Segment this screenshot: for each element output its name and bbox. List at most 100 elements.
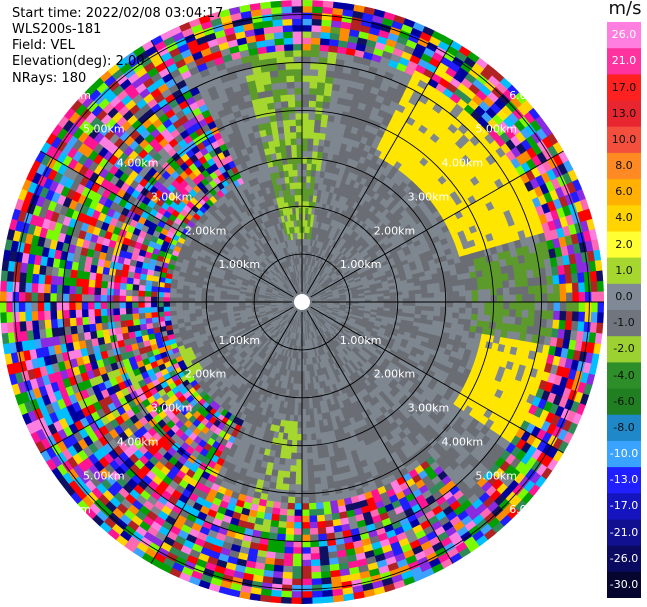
range-gate <box>396 35 409 46</box>
range-gate <box>376 220 385 228</box>
range-gate <box>290 452 297 460</box>
range-gate <box>383 292 391 297</box>
range-gate <box>323 273 329 280</box>
range-gate <box>294 484 302 492</box>
range-gate <box>383 295 391 300</box>
range-gate <box>312 5 324 14</box>
range-gate <box>312 0 324 8</box>
range-gate <box>342 203 350 212</box>
range-gate <box>559 292 567 303</box>
range-gate <box>353 55 364 65</box>
range-gate <box>558 195 569 208</box>
range-gate <box>293 515 302 523</box>
range-gate <box>528 107 541 121</box>
range-gate <box>352 305 360 309</box>
range-gate <box>305 276 309 284</box>
range-gate <box>304 213 309 221</box>
range-gate <box>317 183 324 191</box>
range-gate <box>523 412 535 424</box>
range-gate <box>306 283 310 291</box>
range-gate <box>461 354 471 363</box>
range-gate <box>333 199 340 208</box>
range-gate <box>328 245 334 253</box>
range-gate <box>348 245 355 253</box>
range-gate <box>349 106 359 115</box>
range-gate <box>306 270 309 278</box>
range-gate <box>374 279 382 284</box>
range-gate <box>359 325 367 331</box>
range-gate <box>482 275 491 284</box>
range-gate <box>512 331 521 341</box>
range-gate <box>537 259 546 270</box>
range-gate <box>487 268 496 277</box>
range-gate <box>569 330 578 342</box>
range-gate <box>295 471 302 479</box>
range-gate <box>467 239 477 248</box>
range-gate <box>540 241 549 252</box>
range-gate <box>356 313 365 318</box>
range-gate <box>305 421 311 429</box>
range-gate <box>558 150 570 164</box>
range-gate <box>312 280 318 287</box>
range-gate <box>282 559 293 567</box>
range-gate <box>531 143 543 156</box>
range-gate <box>309 286 314 293</box>
range-gate <box>474 332 483 341</box>
range-gate <box>310 245 314 253</box>
range-gate <box>477 314 485 322</box>
range-gate <box>591 353 600 366</box>
range-gate <box>311 290 318 295</box>
range-gate <box>301 585 313 592</box>
range-gate <box>307 245 311 253</box>
range-gate <box>555 337 565 349</box>
range-gate <box>302 81 311 89</box>
range-gate <box>322 272 328 279</box>
range-gate <box>458 313 466 320</box>
range-gate <box>362 171 371 180</box>
range-gate <box>302 156 308 164</box>
range-gate <box>378 343 386 350</box>
range-gate <box>305 207 309 215</box>
range-gate <box>379 340 388 347</box>
range-gate <box>357 182 365 192</box>
range-gate <box>369 222 377 230</box>
range-gate <box>471 251 480 260</box>
range-gate <box>349 178 357 188</box>
range-gate <box>337 260 344 268</box>
range-gate <box>335 317 343 322</box>
range-gate <box>424 83 437 95</box>
range-gate <box>302 56 312 64</box>
range-gate <box>361 334 370 341</box>
range-gate <box>546 319 554 329</box>
range-gate <box>306 169 312 177</box>
range-gate <box>306 226 311 234</box>
range-gate <box>546 423 557 436</box>
range-gate <box>304 257 307 265</box>
range-gate <box>492 70 506 83</box>
range-gate <box>329 271 336 277</box>
range-gate <box>369 241 377 248</box>
range-gate <box>496 295 504 303</box>
range-gate <box>286 515 295 523</box>
range-gate <box>317 240 322 249</box>
range-gate <box>312 195 318 203</box>
range-gate <box>339 245 346 253</box>
range-gate <box>352 296 360 299</box>
range-gate <box>332 294 340 297</box>
range-gate <box>450 323 459 330</box>
range-gate <box>382 283 390 288</box>
range-gate <box>329 284 337 289</box>
range-gate <box>452 312 460 319</box>
range-gate <box>360 275 368 281</box>
range-gate <box>407 286 416 292</box>
range-gate <box>328 269 335 276</box>
range-gate <box>327 303 334 306</box>
range-gate <box>302 213 306 221</box>
range-gate <box>488 75 501 88</box>
range-gate <box>337 286 345 291</box>
range-gate <box>309 68 319 77</box>
range-gate <box>503 294 511 303</box>
range-gate <box>356 255 364 262</box>
range-gate <box>549 337 558 348</box>
